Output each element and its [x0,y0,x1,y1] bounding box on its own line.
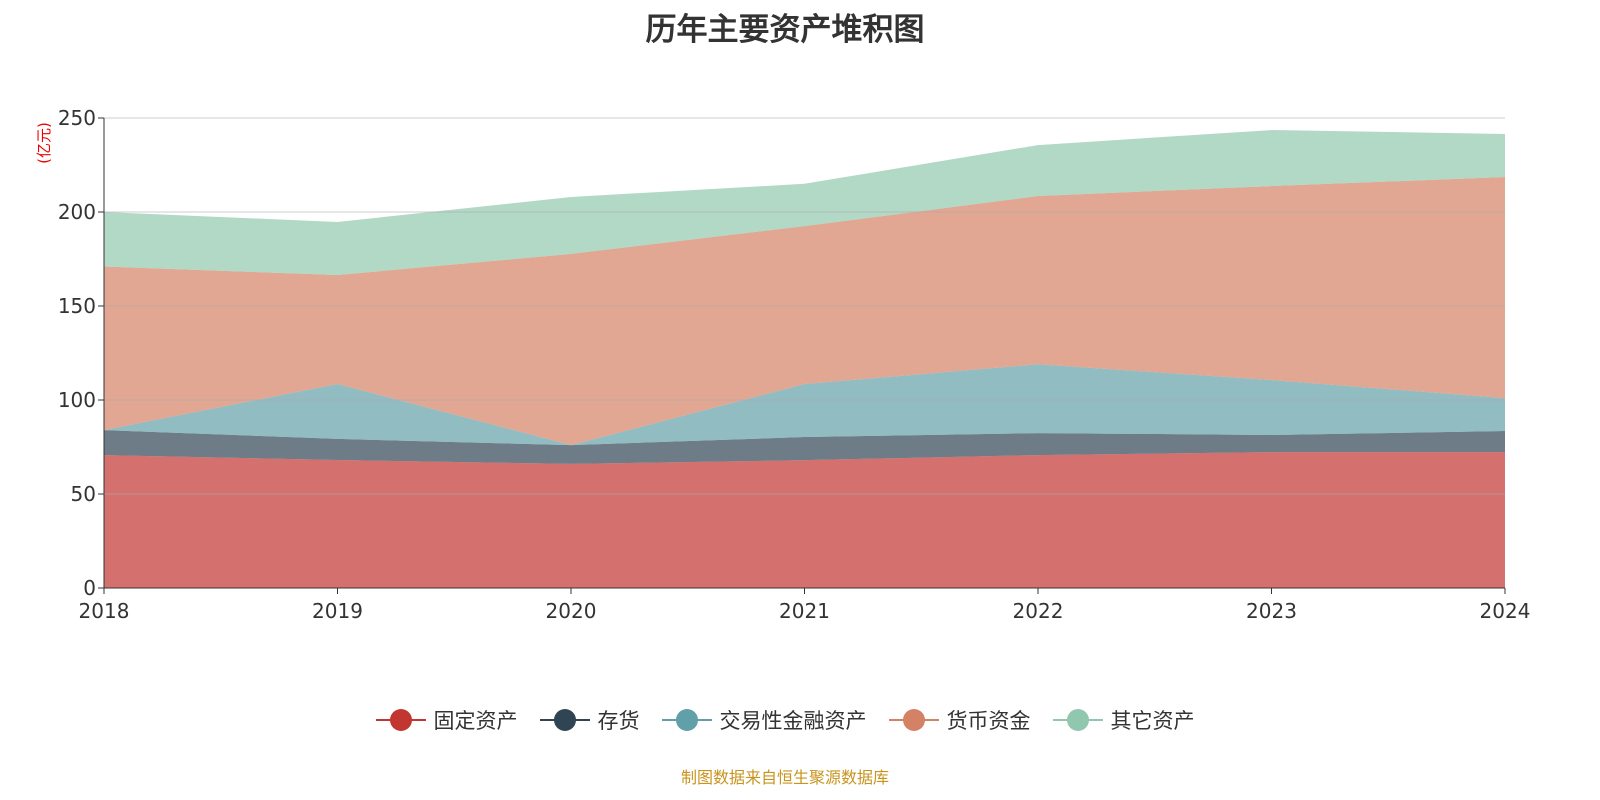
legend-item[interactable]: 货币资金 [888,705,1031,735]
area-0 [104,452,1505,588]
legend-item[interactable]: 存货 [539,705,640,735]
legend-label: 固定资产 [433,709,518,733]
x-tick-label: 2019 [312,599,363,623]
y-tick-label: 50 [71,482,96,506]
legend-marker-icon [888,708,939,732]
y-tick-label: 200 [58,200,96,224]
data-source-note: 制图数据来自恒生聚源数据库 [680,768,889,787]
legend-item[interactable]: 交易性金融资产 [661,705,867,735]
area-2 [104,364,1505,446]
y-tick-label: 0 [83,576,96,600]
y-tick-label: 150 [58,294,96,318]
area-4 [104,130,1505,275]
legend-label: 其它资产 [1110,709,1195,733]
area-3 [104,177,1505,446]
chart-title: 历年主要资产堆积图 [645,12,925,48]
x-tick-label: 2023 [1246,599,1297,623]
x-tick-label: 2024 [1480,599,1531,623]
legend-marker-icon [539,708,590,732]
x-tick-label: 2018 [79,599,130,623]
x-tick-label: 2020 [546,599,597,623]
legend-label: 存货 [597,709,640,733]
x-tick-label: 2021 [779,599,830,623]
stacked-area-chart: 0 50 100 150 200 250 2018 2019 2020 2021 2022 2023 2… [35,106,1531,623]
legend-item[interactable]: 其它资产 [1052,705,1195,735]
legend-marker-icon [1052,708,1103,732]
legend-label: 交易性金融资产 [719,709,867,733]
legend-label: 货币资金 [946,709,1031,733]
x-tick-label: 2022 [1013,599,1064,623]
y-tick-label: 250 [58,106,96,130]
area-1 [104,430,1505,464]
y-tick-label: 100 [58,388,96,412]
y-axis-label: (亿元) [35,122,53,164]
legend: 固定资产 存货 交易性金融资产 货币资金 其它资产 [0,705,1570,735]
legend-item[interactable]: 固定资产 [375,705,518,735]
legend-marker-icon [375,708,426,732]
legend-marker-icon [661,708,712,732]
